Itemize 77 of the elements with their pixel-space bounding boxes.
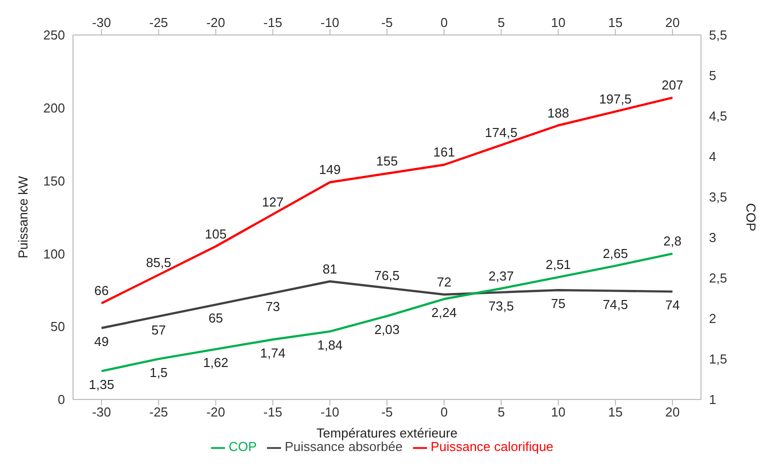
legend-label: Puissance absorbée [284,439,403,454]
data-label: 76,5 [374,268,400,283]
data-label: 2,37 [488,268,514,284]
x2-tick-label: 20 [665,404,680,420]
x2-tick-label: 0 [440,404,448,420]
data-label: 49 [94,334,109,350]
x-tick-label: -20 [206,15,226,30]
y-tick-label: 250 [43,28,65,43]
x2-tick-label: -30 [92,404,111,420]
x2-tick-label: 10 [551,404,566,420]
data-label: 127 [262,194,284,210]
legend-label: COP [228,439,257,454]
data-label: 1,35 [88,377,114,392]
data-label: 149 [319,162,341,178]
data-label: 2,51 [546,257,571,272]
y2-tick-label: 4 [709,149,716,164]
data-label: 2,24 [431,305,457,320]
y2-tick-label: 2,5 [709,270,728,286]
data-label: 2,65 [602,246,628,261]
y2-tick-label: 4,5 [709,108,728,124]
x2-tick-label: 5 [498,404,505,420]
data-label: 1,84 [317,337,343,352]
x-tick-label: -5 [381,15,393,30]
data-label: 66 [94,283,109,298]
data-label: 207 [662,78,684,93]
legend-label: Puissance calorifique [430,439,554,454]
x2-tick-label: -15 [263,404,282,420]
data-label: 74,5 [602,296,628,312]
data-label: 81 [322,261,338,276]
data-label: 1,74 [260,346,286,361]
x-tick-label: 0 [440,15,448,30]
data-label: 105 [204,226,227,242]
x2-tick-label: -5 [381,404,393,420]
x2-tick-label: -25 [149,404,168,420]
data-label: 1,62 [203,355,228,370]
data-label: 197,5 [599,92,632,107]
x2-tick-label: -10 [320,404,340,420]
data-label: 2,8 [663,234,682,249]
y2-tick-label: 1,5 [709,352,728,367]
y-tick-label: 50 [50,319,65,334]
x2-tick-label: 15 [608,404,623,420]
x-tick-label: -15 [263,15,282,30]
data-label: 174,5 [484,125,518,140]
y2-axis-title: COP [743,203,758,232]
x-tick-label: 10 [551,15,566,30]
y-tick-label: 200 [43,100,65,116]
y2-tick-label: 5,5 [709,28,728,43]
y2-tick-label: 1 [709,392,716,408]
y-tick-label: 0 [58,392,65,408]
y2-tick-label: 2 [709,311,716,326]
x-tick-label: 20 [665,15,680,30]
x-tick-label: 5 [498,15,505,30]
y-axis-title: Puissance kW [16,175,31,258]
data-label: 155 [376,153,398,168]
data-label: 2,03 [374,322,400,338]
data-label: 161 [433,144,455,160]
y2-tick-label: 3,5 [709,190,728,205]
y-tick-label: 100 [43,246,65,262]
data-label: 1,5 [150,364,168,380]
y2-tick-label: 3 [709,230,716,246]
x-tick-label: -25 [149,15,168,30]
data-label: 57 [151,322,166,338]
data-label: 72 [436,274,452,290]
x-axis-title: Températures extérieure [316,425,458,440]
x-tick-label: 15 [608,15,623,30]
data-label: 188 [547,105,570,120]
data-label: 73,5 [488,298,514,314]
data-label: 75 [551,296,566,312]
data-label: 65 [208,310,223,326]
data-label: 73 [266,299,280,314]
x-tick-label: -10 [320,15,340,30]
data-label: 74 [665,298,680,313]
x2-tick-label: -20 [206,404,226,420]
x-tick-label: -30 [92,15,111,30]
data-label: 85,5 [146,254,172,270]
y-tick-label: 150 [43,173,65,188]
y2-tick-label: 5 [709,68,716,84]
